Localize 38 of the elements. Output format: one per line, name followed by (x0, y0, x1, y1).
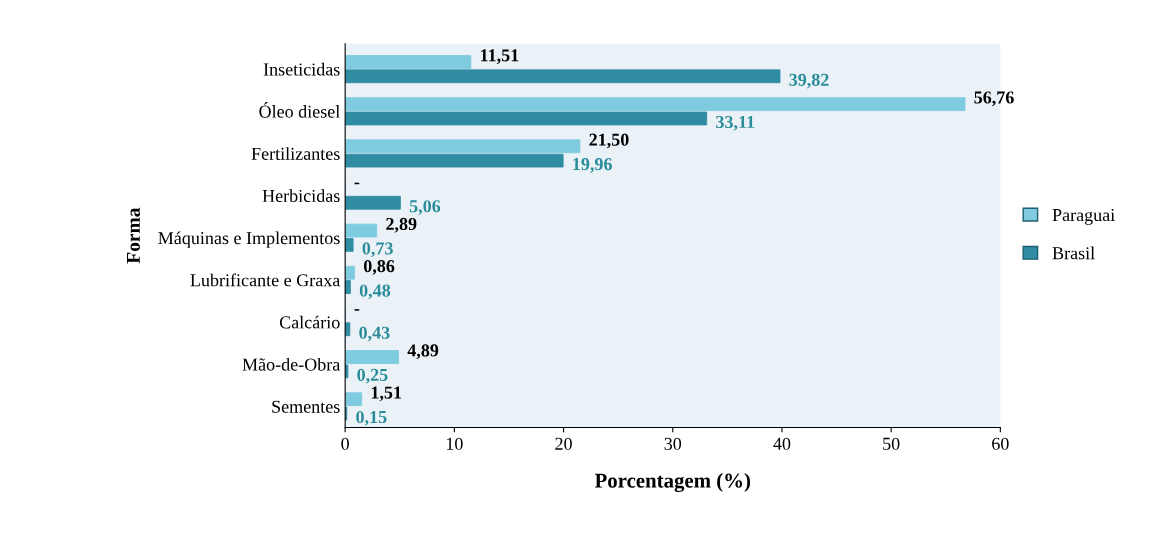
y-tick-label: Inseticidas (263, 62, 340, 76)
x-tick-label: 10 (446, 437, 463, 450)
data-label: 2,89 (386, 217, 417, 233)
data-label: 33,11 (716, 115, 755, 131)
data-label: 21,50 (589, 133, 629, 149)
data-label: - (354, 182, 360, 185)
data-label: 0,48 (359, 284, 391, 300)
data-label: - (354, 309, 360, 311)
y-tick-label: Fertilizantes (251, 147, 340, 160)
y-tick-label: Máquinas e Implementos (158, 231, 340, 248)
data-label: 4,89 (407, 344, 439, 360)
legend-label: Paraguai (1052, 208, 1115, 225)
data-label: 19,96 (573, 158, 612, 173)
data-label: 0,86 (363, 260, 395, 275)
x-tick-label: 40 (773, 437, 791, 450)
data-label: 0,73 (362, 242, 393, 258)
y-axis-title: Forma (127, 207, 140, 264)
x-axis-title: Porcentagem (%) (594, 472, 751, 493)
data-label: 11,51 (481, 49, 519, 65)
y-tick-label: Herbicidas (262, 189, 340, 203)
x-tick-label: 0 (341, 437, 349, 450)
x-tick-label: 50 (883, 437, 900, 450)
data-label: 0,15 (356, 410, 387, 426)
data-label: 5,06 (409, 200, 441, 215)
data-label: 39,82 (789, 73, 829, 89)
y-tick-label: Mão-de-Obra (242, 357, 341, 371)
data-label: 0,43 (359, 326, 390, 342)
y-tick-label: Calcário (279, 315, 340, 329)
legend-label: Brasil (1052, 246, 1095, 260)
y-tick-label: Lubrificante e Graxa (190, 273, 341, 287)
data-label: 56,76 (974, 91, 1014, 107)
data-label: 0,25 (357, 368, 388, 384)
x-tick-label: 20 (555, 437, 572, 450)
data-label: 1,51 (371, 386, 402, 402)
x-tick-label: 60 (992, 437, 1009, 450)
x-tick-label: 30 (664, 437, 682, 450)
y-tick-label: Óleo diesel (259, 102, 340, 118)
y-tick-label: Sementes (272, 400, 340, 413)
